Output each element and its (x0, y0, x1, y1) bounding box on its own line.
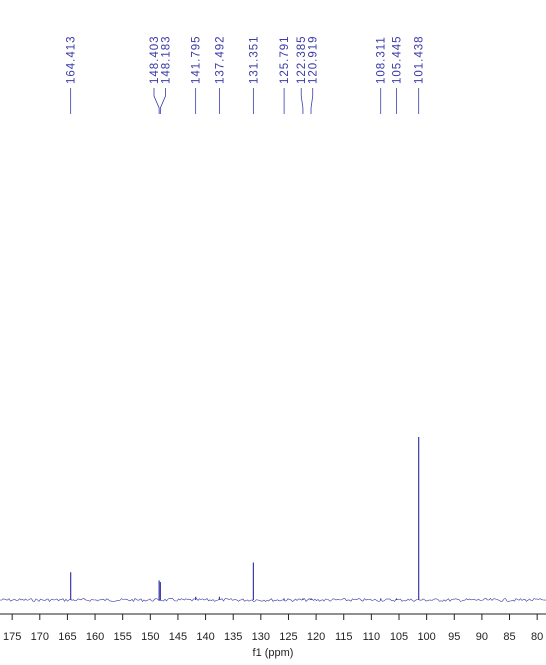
x-tick-label: 160 (86, 631, 104, 643)
x-tick-label: 135 (224, 631, 242, 643)
peak-label: 108.311 (376, 36, 388, 84)
peak-label-leader (159, 88, 166, 114)
peak-label: 105.445 (392, 35, 404, 84)
peak-label: 137.492 (214, 35, 226, 84)
x-tick-label: 175 (3, 631, 21, 643)
x-tick-label: 95 (448, 631, 460, 643)
x-tick-label: 85 (503, 631, 515, 643)
x-tick-label: 90 (476, 631, 488, 643)
x-tick-label: 130 (252, 631, 270, 643)
peak-label: 131.351 (248, 35, 260, 84)
peak-label: 125.791 (279, 35, 291, 84)
x-tick-label: 80 (531, 631, 543, 643)
x-tick-label: 150 (141, 631, 159, 643)
peak-label: 141.795 (191, 35, 203, 84)
peak-label: 122.385 (296, 35, 308, 84)
x-tick-label: 105 (390, 631, 408, 643)
x-tick-label: 170 (31, 631, 49, 643)
peak-label: 148.403 (149, 35, 161, 84)
x-tick-label: 140 (196, 631, 214, 643)
x-tick-label: 145 (169, 631, 187, 643)
x-tick-label: 120 (307, 631, 325, 643)
x-tick-label: 125 (279, 631, 297, 643)
peak-label: 164.413 (66, 35, 78, 84)
x-tick-label: 100 (417, 631, 435, 643)
x-tick-label: 110 (363, 631, 381, 643)
peak-label: 120.919 (308, 35, 320, 84)
peak-label-leader (310, 88, 314, 114)
peak-label: 148.183 (160, 35, 172, 84)
peak-label-leader (153, 88, 160, 114)
peak-label: 101.438 (414, 35, 426, 84)
x-axis-label: f1 (ppm) (253, 647, 294, 659)
baseline-noise (0, 598, 546, 603)
x-tick-label: 155 (114, 631, 132, 643)
x-tick-label: 115 (335, 631, 353, 643)
peak-label-leader (300, 88, 304, 114)
x-tick-label: 165 (58, 631, 76, 643)
